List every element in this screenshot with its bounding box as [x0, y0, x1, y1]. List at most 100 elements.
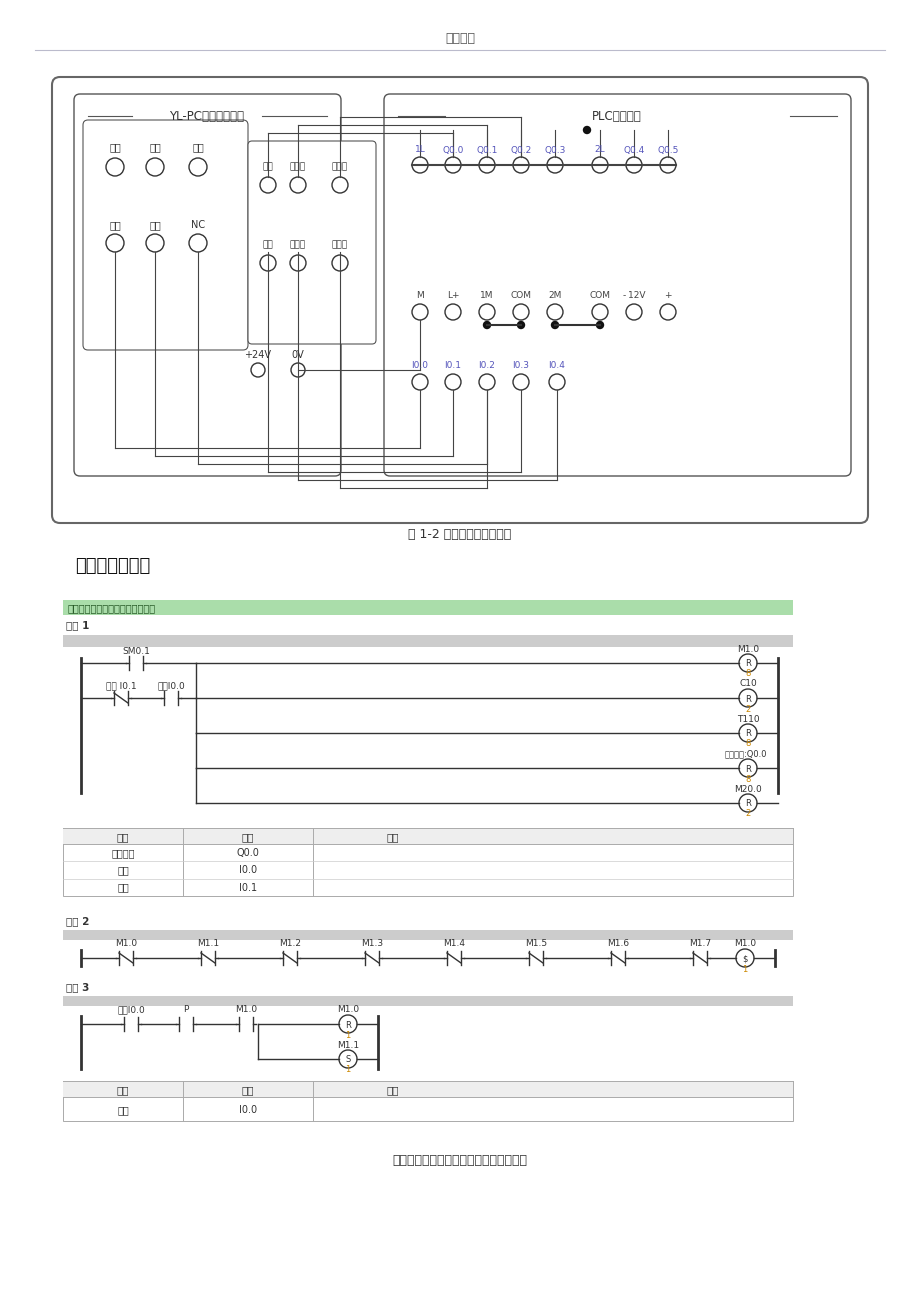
- Text: 网络 2: 网络 2: [66, 917, 89, 926]
- Text: 8: 8: [744, 669, 750, 678]
- Text: 2: 2: [744, 704, 750, 713]
- Text: 2: 2: [744, 810, 750, 819]
- Text: 网络 1: 网络 1: [66, 620, 89, 630]
- Text: 排水: 排水: [262, 241, 273, 250]
- Text: M1.4: M1.4: [443, 940, 464, 948]
- Text: 8: 8: [744, 740, 750, 749]
- Text: 地址: 地址: [242, 1085, 254, 1095]
- Text: 8: 8: [744, 775, 750, 784]
- Text: M1.5: M1.5: [525, 940, 547, 948]
- Text: I0.4: I0.4: [548, 361, 565, 370]
- Bar: [62, 1081, 792, 1098]
- Text: $: $: [742, 954, 747, 963]
- Text: R: R: [744, 729, 750, 738]
- Text: Q0.4: Q0.4: [623, 146, 644, 155]
- Text: 符号: 符号: [117, 1085, 129, 1095]
- Text: 注释: 注释: [386, 832, 399, 842]
- Text: COM: COM: [589, 290, 610, 299]
- Text: 启动: 启动: [109, 220, 120, 230]
- FancyBboxPatch shape: [83, 120, 248, 350]
- Text: - 12V: - 12V: [622, 290, 644, 299]
- Text: 0V: 0V: [291, 350, 304, 359]
- Text: 进水指示: 进水指示: [111, 848, 134, 858]
- Text: COM: COM: [510, 290, 531, 299]
- Text: 1: 1: [345, 1065, 350, 1074]
- Text: 2L: 2L: [594, 146, 605, 155]
- Text: 进水: 进水: [262, 163, 273, 172]
- Text: R: R: [744, 660, 750, 668]
- Text: 启动: 启动: [117, 1105, 129, 1115]
- Text: M1.1: M1.1: [336, 1040, 358, 1049]
- Text: 精品文档: 精品文档: [445, 31, 474, 44]
- FancyBboxPatch shape: [248, 141, 376, 344]
- Text: M1.6: M1.6: [607, 940, 629, 948]
- Text: T110: T110: [736, 715, 758, 724]
- Text: I0.0: I0.0: [411, 361, 428, 370]
- Bar: [62, 635, 792, 647]
- Text: 图 1-2 全自动洗衣机接线图: 图 1-2 全自动洗衣机接线图: [408, 527, 511, 540]
- Text: M1.0: M1.0: [736, 644, 758, 654]
- Text: M1.3: M1.3: [360, 940, 382, 948]
- Text: M1.2: M1.2: [278, 940, 301, 948]
- Bar: [62, 996, 792, 1006]
- Bar: [62, 914, 792, 928]
- Text: P: P: [183, 1005, 188, 1014]
- Circle shape: [583, 126, 590, 134]
- Text: 正搅拌: 正搅拌: [289, 163, 306, 172]
- Text: 网络 3: 网络 3: [66, 982, 89, 992]
- Text: C10: C10: [738, 680, 756, 689]
- Text: 2M: 2M: [548, 290, 562, 299]
- Circle shape: [550, 322, 558, 328]
- Text: 下限: 下限: [149, 142, 161, 152]
- Text: M1.1: M1.1: [197, 940, 219, 948]
- Text: 停止 I0.1: 停止 I0.1: [106, 681, 136, 690]
- Text: R: R: [744, 694, 750, 703]
- Text: 进水指示:Q0.0: 进水指示:Q0.0: [724, 750, 766, 759]
- FancyBboxPatch shape: [383, 94, 850, 477]
- Text: Q0.2: Q0.2: [510, 146, 531, 155]
- Text: YL-PC全自动洗衣机: YL-PC全自动洗衣机: [169, 109, 244, 122]
- Text: Q0.3: Q0.3: [544, 146, 565, 155]
- Text: 停止: 停止: [149, 220, 161, 230]
- Text: 1: 1: [345, 1030, 350, 1039]
- Text: M1.0: M1.0: [733, 940, 755, 948]
- Text: Q0.5: Q0.5: [656, 146, 678, 155]
- Text: I0.2: I0.2: [478, 361, 495, 370]
- Text: Q0.0: Q0.0: [236, 848, 259, 858]
- Bar: [62, 828, 792, 844]
- Circle shape: [596, 322, 603, 328]
- Text: I0.0: I0.0: [239, 866, 256, 875]
- Text: L+: L+: [447, 290, 459, 299]
- Text: M1.0: M1.0: [115, 940, 137, 948]
- Bar: [62, 828, 792, 896]
- Bar: [62, 930, 792, 940]
- FancyBboxPatch shape: [74, 94, 341, 477]
- Text: M1.0: M1.0: [336, 1005, 358, 1014]
- Text: S: S: [345, 1056, 350, 1065]
- Text: M1.7: M1.7: [688, 940, 710, 948]
- Text: 反搅拌: 反搅拌: [289, 241, 306, 250]
- Text: 1: 1: [742, 965, 747, 974]
- Text: 甩干桶: 甩干桶: [332, 163, 347, 172]
- Text: SM0.1: SM0.1: [122, 647, 150, 655]
- Text: 启动: 启动: [117, 866, 129, 875]
- Text: NC: NC: [191, 220, 205, 230]
- Text: 排水: 排水: [192, 142, 204, 152]
- Text: +24V: +24V: [244, 350, 271, 359]
- Text: 启动I0.0: 启动I0.0: [157, 681, 185, 690]
- Text: 蜂鸣器: 蜂鸣器: [332, 241, 347, 250]
- Text: M20.0: M20.0: [733, 785, 761, 793]
- Bar: [62, 1081, 792, 1121]
- Text: PLC主机面板: PLC主机面板: [592, 109, 641, 122]
- Text: +: +: [664, 290, 671, 299]
- Text: I0.1: I0.1: [239, 883, 256, 893]
- Text: R: R: [744, 764, 750, 773]
- Text: 启动I0.0: 启动I0.0: [117, 1005, 144, 1014]
- Text: Q0.1: Q0.1: [476, 146, 497, 155]
- Text: 1M: 1M: [480, 290, 494, 299]
- Text: 符号: 符号: [117, 832, 129, 842]
- Text: I0.0: I0.0: [239, 1105, 256, 1115]
- Text: I0.3: I0.3: [512, 361, 529, 370]
- Text: R: R: [744, 799, 750, 809]
- Text: Q0.0: Q0.0: [442, 146, 463, 155]
